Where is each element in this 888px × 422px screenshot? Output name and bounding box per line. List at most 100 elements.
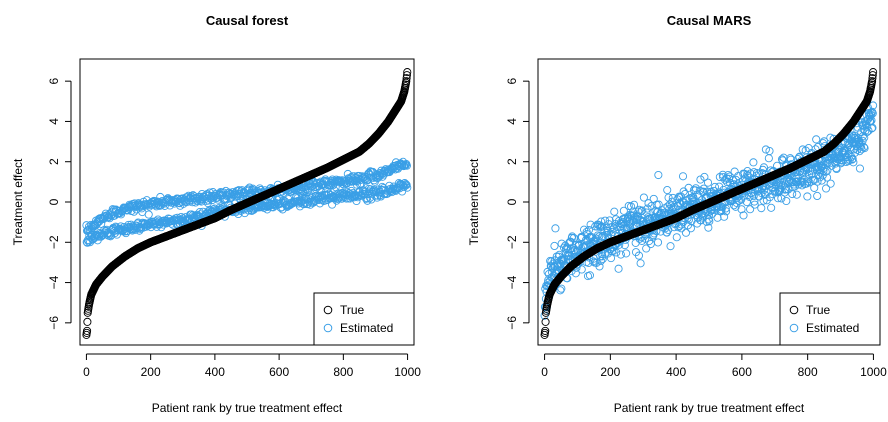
true-effect-point [402, 71, 411, 80]
estimated-point [807, 170, 816, 179]
estimated-point [765, 193, 774, 202]
estimated-point [644, 199, 653, 208]
estimated-point [635, 205, 644, 214]
estimated-point [639, 193, 648, 202]
estimated-point [338, 179, 347, 188]
estimated-point [745, 192, 754, 201]
y-tick-label: 0 [505, 198, 519, 205]
estimated-point [826, 179, 835, 188]
legend-marker [789, 323, 799, 333]
estimated-point [721, 204, 730, 213]
estimated-point [750, 200, 759, 209]
estimated-point [739, 211, 748, 220]
estimated-point [743, 167, 752, 176]
estimated-point [803, 192, 812, 201]
estimated-point [719, 173, 728, 182]
estimated-point [643, 204, 652, 213]
estimated-point [713, 213, 722, 222]
estimated-point [559, 259, 568, 268]
estimated-point [638, 206, 647, 215]
estimated-point [568, 232, 577, 241]
y-tick-label: −6 [47, 316, 61, 330]
estimated-point [792, 190, 801, 199]
estimated-point [117, 210, 126, 219]
estimated-point [634, 251, 644, 260]
estimated-point [636, 259, 645, 268]
true-effect-point [868, 77, 877, 86]
y-tick-label: 2 [47, 158, 61, 165]
estimated-point [401, 180, 411, 189]
true-effect-point [868, 74, 877, 83]
estimated-point [609, 223, 619, 232]
estimated-point [550, 241, 559, 251]
y-tick-label: 4 [47, 118, 61, 125]
estimated-point [761, 145, 770, 154]
legend-marker [789, 305, 799, 315]
estimated-point [729, 201, 739, 210]
estimated-point [720, 212, 729, 221]
chart-title: Causal forest [206, 13, 289, 28]
estimated-point [642, 244, 651, 253]
estimated-point [654, 170, 663, 180]
estimated-point [779, 153, 788, 162]
x-tick-label: 800 [333, 365, 353, 379]
estimated-point [614, 264, 623, 273]
y-tick-label: −2 [505, 235, 519, 249]
plot-frame [537, 58, 881, 346]
estimated-point [867, 124, 876, 133]
estimated-point [749, 158, 758, 167]
estimated-point [820, 137, 829, 146]
x-axis-label: Patient rank by true treatment effect [152, 401, 343, 415]
points-layer [540, 68, 878, 339]
estimated-point [616, 250, 625, 259]
estimated-point [759, 196, 768, 205]
estimated-point [832, 164, 841, 174]
x-tick-label: 200 [141, 365, 161, 379]
estimated-point [730, 167, 739, 176]
legend-marker [323, 323, 333, 333]
estimated-point [813, 177, 822, 186]
points-layer [82, 68, 412, 339]
estimated-point [855, 164, 864, 173]
estimated-point [705, 217, 714, 226]
estimated-point [767, 203, 776, 212]
estimated-point [663, 186, 672, 195]
true-effect-point [869, 68, 878, 77]
estimated-point [579, 225, 589, 234]
true-effect-point [868, 71, 877, 80]
estimated-point [849, 158, 858, 167]
estimated-point [782, 196, 791, 206]
x-tick-label: 600 [732, 365, 752, 379]
estimated-point [822, 184, 831, 193]
estimated-point [825, 159, 834, 168]
estimated-point [868, 109, 877, 118]
estimated-point [821, 167, 830, 176]
estimated-point [776, 184, 785, 193]
true-effect-point [83, 326, 92, 335]
estimated-point [609, 246, 618, 255]
y-tick-label: −6 [505, 316, 519, 330]
estimated-point [575, 241, 584, 250]
y-tick-label: 6 [505, 77, 519, 84]
x-tick-label: 800 [798, 365, 818, 379]
true-effect-point [402, 74, 411, 83]
estimated-point [584, 258, 593, 267]
true-effect-point [541, 317, 550, 326]
estimated-point [826, 133, 835, 142]
estimated-point [746, 205, 755, 214]
true-effect-point [402, 77, 411, 86]
estimated-point [696, 175, 705, 184]
y-tick-label: −2 [47, 235, 61, 249]
estimated-point [593, 231, 602, 240]
estimated-point [703, 178, 713, 187]
estimated-point [160, 201, 169, 210]
estimated-point [669, 204, 678, 213]
estimated-point [860, 144, 869, 153]
estimated-point [666, 242, 675, 251]
estimated-point [595, 262, 604, 271]
x-tick-label: 0 [541, 365, 548, 379]
estimated-point [576, 233, 585, 243]
true-effect-point [403, 68, 412, 77]
estimated-point [629, 200, 639, 209]
